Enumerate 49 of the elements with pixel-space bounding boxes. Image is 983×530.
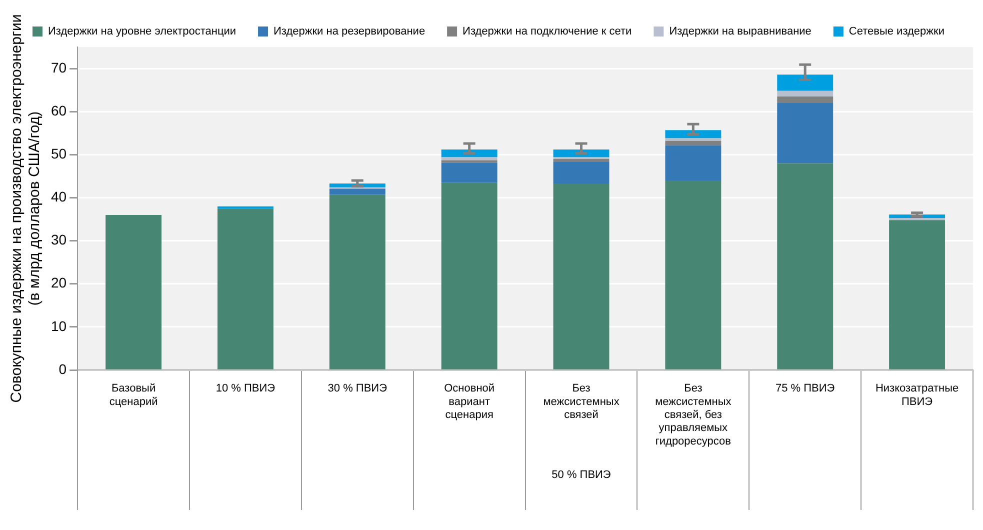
legend-label: Издержки на подключение к сети bbox=[462, 26, 632, 38]
y-axis-title: Совокупные издержки на производство электроэнергии (в млрд долларов США/год) bbox=[8, 14, 44, 403]
bar bbox=[777, 163, 834, 370]
bar bbox=[441, 162, 498, 183]
bar bbox=[106, 214, 162, 370]
y-tick-label: 30 bbox=[50, 232, 67, 248]
bar bbox=[889, 220, 946, 370]
x-tick-label: 30 % ПВИЭ bbox=[328, 382, 388, 395]
legend-label: Издержки на резервирование bbox=[274, 26, 426, 38]
x-tick-label: Низкозатратные ПВИЭ bbox=[875, 382, 959, 408]
bar bbox=[777, 74, 834, 91]
legend-label: Сетевые издержки bbox=[848, 26, 944, 38]
x-tick-label: Базовый сценарий bbox=[109, 382, 158, 408]
bar bbox=[217, 206, 274, 209]
bar bbox=[665, 145, 722, 181]
bar bbox=[441, 157, 498, 160]
bar bbox=[553, 158, 610, 162]
bar bbox=[777, 90, 834, 97]
legend-label: Издержки на выравнивание bbox=[669, 26, 812, 38]
y-tick-label: 50 bbox=[50, 146, 67, 162]
y-tick-label: 60 bbox=[50, 102, 67, 118]
text: 50 % ПВИЭ bbox=[552, 469, 611, 482]
x-tick-label: Без межсистемных связей, без управляемых гидроресурсов bbox=[655, 382, 732, 448]
bar bbox=[217, 208, 274, 370]
bar bbox=[777, 96, 834, 103]
x-tick-label: Без межсистемных связей bbox=[543, 382, 620, 422]
bar bbox=[889, 218, 946, 220]
x-tick-label: Основной вариант сценария bbox=[444, 382, 495, 422]
bar bbox=[441, 182, 498, 370]
bar bbox=[553, 150, 610, 158]
y-tick-label: 10 bbox=[50, 318, 67, 334]
bar bbox=[665, 180, 722, 370]
bar bbox=[329, 194, 386, 370]
bar bbox=[329, 188, 386, 195]
legend-label: Издержки на уровне электростанции bbox=[48, 26, 236, 38]
y-tick-label: 20 bbox=[50, 274, 67, 291]
bar bbox=[441, 150, 498, 158]
bar bbox=[553, 162, 610, 184]
bar bbox=[665, 138, 722, 141]
x-tick-label: 75 % ПВИЭ bbox=[776, 382, 835, 395]
x-tick-label: 10 % ПВИЭ bbox=[216, 382, 276, 395]
y-tick-label: 40 bbox=[50, 188, 67, 205]
bar bbox=[665, 140, 722, 146]
y-tick-label: 70 bbox=[50, 59, 67, 76]
bar bbox=[777, 102, 834, 164]
bar bbox=[665, 130, 722, 138]
y-tick-label: 0 bbox=[58, 360, 67, 377]
bar bbox=[441, 160, 498, 163]
bar bbox=[553, 184, 610, 370]
